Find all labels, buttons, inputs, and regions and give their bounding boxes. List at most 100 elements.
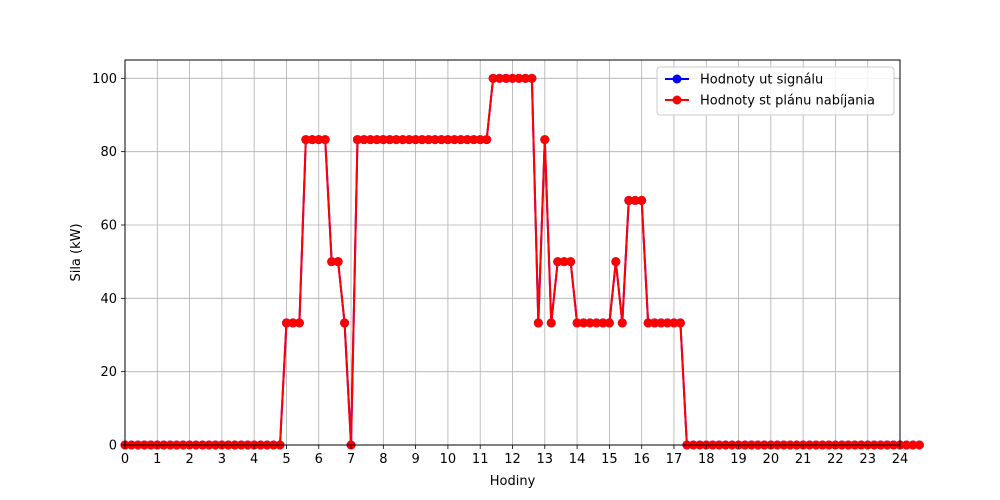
y-tick-label: 0 bbox=[109, 439, 117, 454]
data-point bbox=[378, 135, 388, 145]
data-point bbox=[637, 195, 647, 205]
legend-box bbox=[656, 66, 895, 116]
data-point bbox=[650, 318, 660, 328]
data-point bbox=[314, 135, 324, 145]
x-tick-label: 21 bbox=[795, 452, 812, 467]
x-tick-label: 2 bbox=[185, 452, 193, 467]
data-point bbox=[443, 135, 453, 145]
data-point bbox=[359, 135, 369, 145]
data-point bbox=[294, 318, 304, 328]
data-point bbox=[611, 257, 621, 267]
data-point bbox=[533, 318, 543, 328]
data-point bbox=[663, 318, 672, 328]
y-tick-label: 20 bbox=[100, 365, 117, 380]
data-point bbox=[488, 73, 498, 83]
data-point bbox=[482, 135, 492, 145]
data-point bbox=[353, 135, 362, 145]
data-point bbox=[398, 135, 408, 145]
data-point bbox=[508, 73, 517, 83]
x-tick-label: 3 bbox=[218, 452, 226, 467]
data-point bbox=[430, 135, 440, 145]
legend-label: Hodnoty ut signálu bbox=[700, 73, 823, 88]
x-tick-label: 20 bbox=[763, 452, 780, 467]
data-point bbox=[501, 73, 511, 83]
data-point bbox=[579, 318, 589, 328]
legend: Hodnoty ut signálu Hodnoty st plánu nabíj… bbox=[656, 66, 895, 116]
x-tick-label: 18 bbox=[698, 452, 715, 467]
data-point bbox=[656, 318, 666, 328]
data-point bbox=[669, 318, 679, 328]
data-point bbox=[572, 318, 582, 328]
data-point bbox=[391, 135, 401, 145]
data-point bbox=[495, 73, 505, 83]
data-point bbox=[469, 135, 479, 145]
data-point bbox=[365, 135, 375, 145]
x-tick-label: 10 bbox=[440, 452, 457, 467]
x-tick-label: 19 bbox=[730, 452, 747, 467]
y-tick-label: 40 bbox=[100, 292, 117, 307]
data-point bbox=[307, 135, 317, 145]
x-tick-label: 6 bbox=[315, 452, 323, 467]
data-point bbox=[675, 318, 685, 328]
data-point bbox=[546, 318, 556, 328]
x-tick-label: 16 bbox=[633, 452, 650, 467]
x-tick-label: 0 bbox=[121, 452, 129, 467]
y-tick-label: 60 bbox=[100, 219, 117, 234]
x-tick-label: 5 bbox=[282, 452, 290, 467]
x-tick-label: 12 bbox=[504, 452, 521, 467]
data-point bbox=[327, 257, 337, 267]
data-point bbox=[436, 135, 446, 145]
data-point bbox=[462, 135, 472, 145]
x-tick-label: 1 bbox=[153, 452, 161, 467]
data-point bbox=[333, 257, 343, 267]
data-point bbox=[475, 135, 485, 145]
legend-marker bbox=[672, 95, 682, 105]
x-tick-label: 13 bbox=[537, 452, 554, 467]
data-point bbox=[514, 73, 524, 83]
data-point bbox=[340, 318, 350, 328]
data-point bbox=[585, 318, 595, 328]
data-point bbox=[908, 440, 918, 450]
data-point bbox=[288, 318, 298, 328]
x-tick-label: 14 bbox=[569, 452, 586, 467]
data-point bbox=[604, 318, 614, 328]
x-tick-label: 15 bbox=[601, 452, 618, 467]
data-point bbox=[617, 318, 627, 328]
data-point bbox=[901, 440, 911, 450]
x-tick-label: 7 bbox=[347, 452, 355, 467]
data-point bbox=[456, 135, 466, 145]
data-point bbox=[417, 135, 427, 145]
y-tick-label: 100 bbox=[92, 72, 117, 87]
data-point bbox=[424, 135, 434, 145]
data-point bbox=[301, 135, 311, 145]
data-point bbox=[449, 135, 459, 145]
data-point bbox=[591, 318, 601, 328]
x-axis-label: Hodiny bbox=[490, 474, 536, 489]
x-tick-label: 23 bbox=[859, 452, 876, 467]
data-point bbox=[411, 135, 421, 145]
y-tick-label: 80 bbox=[100, 145, 117, 160]
legend-label: Hodnoty st plánu nabíjania bbox=[700, 94, 875, 109]
data-point bbox=[320, 135, 330, 145]
data-point bbox=[540, 135, 550, 145]
series-layer bbox=[120, 73, 924, 450]
data-point bbox=[527, 73, 537, 83]
data-point bbox=[372, 135, 382, 145]
legend-marker bbox=[672, 74, 682, 84]
data-point bbox=[643, 318, 653, 328]
data-point bbox=[281, 318, 291, 328]
data-point bbox=[404, 135, 414, 145]
x-tick-label: 4 bbox=[250, 452, 258, 467]
x-tick-label: 22 bbox=[827, 452, 844, 467]
x-tick-label: 9 bbox=[411, 452, 419, 467]
data-point bbox=[914, 440, 924, 450]
x-tick-label: 17 bbox=[666, 452, 683, 467]
data-point bbox=[385, 135, 395, 145]
data-point bbox=[598, 318, 608, 328]
data-point bbox=[566, 257, 576, 267]
data-point bbox=[630, 195, 640, 205]
x-tick-label: 11 bbox=[472, 452, 489, 467]
data-point bbox=[559, 257, 569, 267]
data-point bbox=[553, 257, 563, 267]
